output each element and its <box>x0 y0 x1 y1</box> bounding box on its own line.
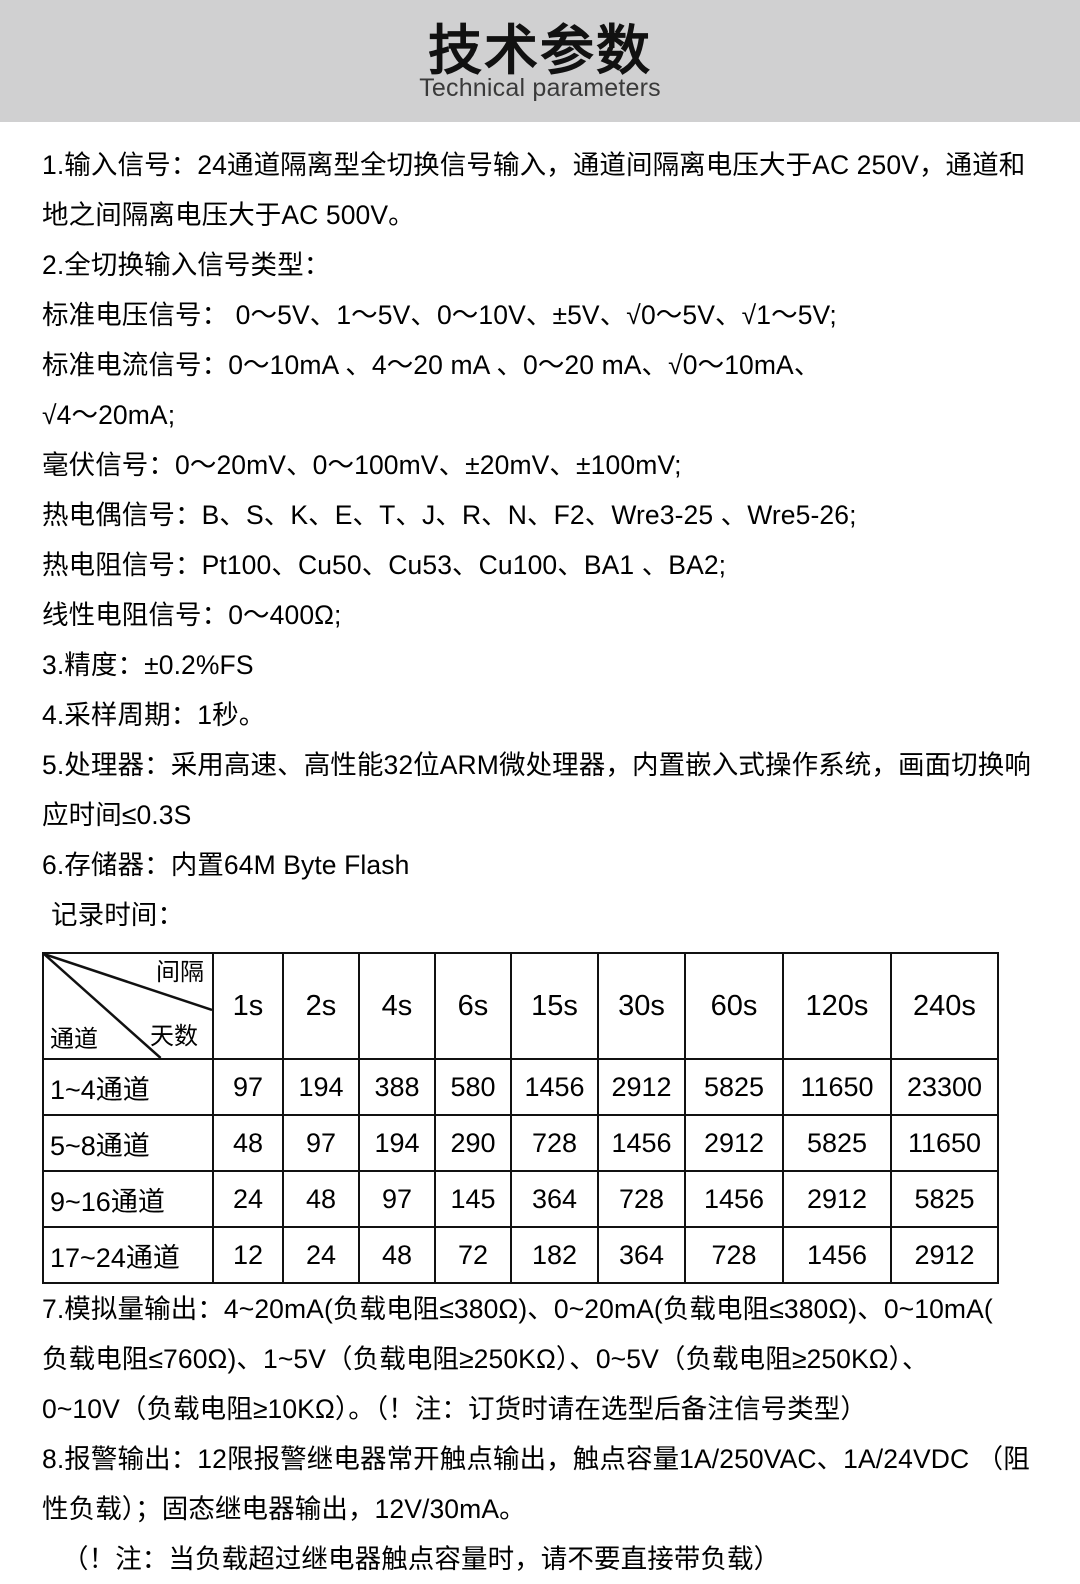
table-cell: 97 <box>358 1170 436 1228</box>
spec-line: 线性电阻信号：0～400Ω; <box>42 600 342 630</box>
table-cell: 97 <box>212 1058 284 1116</box>
table-row: 5~8通道 48 97 194 290 728 1456 2912 5825 1… <box>42 1114 999 1172</box>
table-row: 9~16通道 24 48 97 145 364 728 1456 2912 58… <box>42 1170 999 1228</box>
table-cell: 728 <box>597 1170 686 1228</box>
spec-line: 负载电阻≤760Ω)、1~5V（负载电阻≥250KΩ）、0~5V（负载电阻≥25… <box>42 1344 929 1374</box>
table-cell: 580 <box>434 1058 512 1116</box>
column-header: 240s <box>890 952 999 1060</box>
spec-line: 热电阻信号：Pt100、Cu50、Cu53、Cu100、BA1 、BA2; <box>42 550 727 580</box>
spec-line: 1.输入信号：24通道隔离型全切换信号输入，通道间隔离电压大于AC 250V，通… <box>42 150 1026 180</box>
table-cell: 5825 <box>890 1170 999 1228</box>
table-cell: 182 <box>510 1226 599 1284</box>
table-cell: 11650 <box>890 1114 999 1172</box>
corner-label-days: 天数 <box>150 1023 198 1050</box>
table-cell: 1456 <box>684 1170 784 1228</box>
table-cell: 364 <box>510 1170 599 1228</box>
column-header: 4s <box>358 952 436 1060</box>
table-cell: 5825 <box>684 1058 784 1116</box>
spec-line: 5.处理器：采用高速、高性能32位ARM微处理器，内置嵌入式操作系统，画面切换响 <box>42 750 1031 780</box>
spec-line: 6.存储器：内置64M Byte Flash <box>42 850 410 880</box>
specification-body: 1.输入信号：24通道隔离型全切换信号输入，通道间隔离电压大于AC 250V，通… <box>0 122 1080 1584</box>
final-note: （！注：当负载超过继电器触点容量时，请不要直接带负载） <box>62 1544 781 1574</box>
spec-line: 应时间≤0.3S <box>42 800 192 830</box>
record-time-label: 记录时间： <box>51 900 184 930</box>
table-cell: 388 <box>358 1058 436 1116</box>
table-cell: 11650 <box>782 1058 892 1116</box>
record-time-table: 间隔 天数 通道 1s 2s 4s 6s 15s 30s 60s 120s 24… <box>42 952 999 1284</box>
diagonal-split-lines-icon <box>45 955 211 1057</box>
column-header: 2s <box>282 952 360 1060</box>
column-header: 30s <box>597 952 686 1060</box>
column-header: 15s <box>510 952 599 1060</box>
row-header: 1~4通道 <box>42 1058 214 1116</box>
spec-line: √4～20mA; <box>42 400 176 430</box>
spec-line: 0~10V（负载电阻≥10KΩ）。（！注：订货时请在选型后备注信号类型） <box>42 1394 867 1424</box>
table-row: 1~4通道 97 194 388 580 1456 2912 5825 1165… <box>42 1058 999 1116</box>
table-cell: 24 <box>282 1226 360 1284</box>
spec-line: 2.全切换输入信号类型： <box>42 250 331 280</box>
table-header-row: 间隔 天数 通道 1s 2s 4s 6s 15s 30s 60s 120s 24… <box>42 952 999 1060</box>
table-cell: 194 <box>282 1058 360 1116</box>
column-header: 1s <box>212 952 284 1060</box>
spec-line: 8.报警输出：12限报警继电器常开触点输出，触点容量1A/250VAC、1A/2… <box>42 1444 1030 1474</box>
column-header: 120s <box>782 952 892 1060</box>
table-cell: 2912 <box>684 1114 784 1172</box>
table-cell: 1456 <box>597 1114 686 1172</box>
spec-line: 标准电压信号： 0～5V、1～5V、0～10V、±5V、√0～5V、√1～5V; <box>42 300 837 330</box>
table-cell: 48 <box>358 1226 436 1284</box>
table-cell: 48 <box>282 1170 360 1228</box>
spec-line: 毫伏信号：0～20mV、0～100mV、±20mV、±100mV; <box>42 450 682 480</box>
table-cell: 5825 <box>782 1114 892 1172</box>
table-cell: 23300 <box>890 1058 999 1116</box>
table-cell: 12 <box>212 1226 284 1284</box>
column-header: 6s <box>434 952 512 1060</box>
page-header: 技术参数 Technical parameters <box>0 0 1080 122</box>
page-title-cn: 技术参数 <box>428 21 652 82</box>
row-header: 5~8通道 <box>42 1114 214 1172</box>
table-cell: 24 <box>212 1170 284 1228</box>
spec-line: 标准电流信号：0～10mA 、4～20 mA 、0～20 mA、√0～10mA、 <box>42 350 821 380</box>
corner-label-channel: 通道 <box>50 1026 98 1053</box>
spec-line: 4.采样周期：1秒。 <box>42 700 266 730</box>
table-cell: 2912 <box>890 1226 999 1284</box>
table-row: 17~24通道 12 24 48 72 182 364 728 1456 291… <box>42 1226 999 1284</box>
table-cell: 194 <box>358 1114 436 1172</box>
table-cell: 728 <box>684 1226 784 1284</box>
spec-line: 性负载）；固态继电器输出，12V/30mA。 <box>42 1494 526 1524</box>
table-cell: 145 <box>434 1170 512 1228</box>
table-cell: 728 <box>510 1114 599 1172</box>
table-cell: 97 <box>282 1114 360 1172</box>
spec-line: 3.精度：±0.2%FS <box>42 650 254 680</box>
table-cell: 1456 <box>782 1226 892 1284</box>
table-cell: 2912 <box>597 1058 686 1116</box>
corner-diagonal-header-cell: 间隔 天数 通道 <box>42 952 214 1060</box>
corner-label-interval: 间隔 <box>156 959 204 986</box>
table-cell: 290 <box>434 1114 512 1172</box>
table-cell: 364 <box>597 1226 686 1284</box>
table-cell: 2912 <box>782 1170 892 1228</box>
record-time-table-wrap: 间隔 天数 通道 1s 2s 4s 6s 15s 30s 60s 120s 24… <box>42 952 1050 1284</box>
spec-line: 7.模拟量输出：4~20mA(负载电阻≤380Ω)、0~20mA(负载电阻≤38… <box>42 1294 993 1324</box>
table-cell: 72 <box>434 1226 512 1284</box>
row-header: 9~16通道 <box>42 1170 214 1228</box>
spec-line: 地之间隔离电压大于AC 500V。 <box>42 200 415 230</box>
column-header: 60s <box>684 952 784 1060</box>
table-cell: 48 <box>212 1114 284 1172</box>
table-cell: 1456 <box>510 1058 599 1116</box>
page-title-en: Technical parameters <box>419 74 661 103</box>
spec-line: 热电偶信号：B、S、K、E、T、J、R、N、F2、Wre3-25 、Wre5-2… <box>42 500 857 530</box>
row-header: 17~24通道 <box>42 1226 214 1284</box>
